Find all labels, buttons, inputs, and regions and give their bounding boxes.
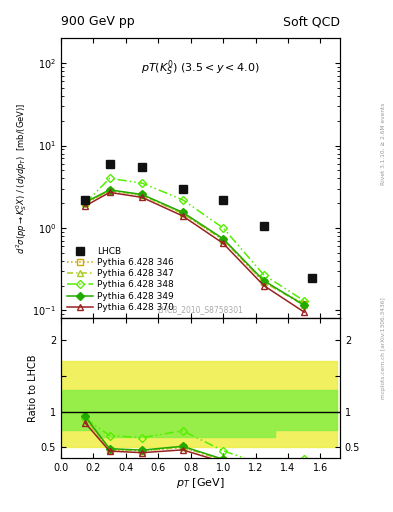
Y-axis label: Ratio to LHCB: Ratio to LHCB <box>28 354 38 422</box>
Pythia 6.428 370 <box>180 213 185 219</box>
Pythia 6.428 346 <box>221 237 226 243</box>
LHCB <box>180 185 185 191</box>
Pythia 6.428 346 <box>261 279 266 285</box>
Pythia 6.428 370 <box>221 240 226 246</box>
Text: $pT(K^0_S)\ (3.5 < y < 4.0)$: $pT(K^0_S)\ (3.5 < y < 4.0)$ <box>141 58 260 78</box>
Pythia 6.428 348 <box>180 197 185 203</box>
Pythia 6.428 349 <box>180 209 185 216</box>
Pythia 6.428 346 <box>107 188 112 194</box>
Text: Rivet 3.1.10, ≥ 2.6M events: Rivet 3.1.10, ≥ 2.6M events <box>381 102 386 184</box>
Pythia 6.428 349 <box>140 191 144 198</box>
Pythia 6.428 346 <box>302 301 307 307</box>
Line: Pythia 6.428 349: Pythia 6.428 349 <box>82 187 307 308</box>
Pythia 6.428 370 <box>83 203 88 209</box>
X-axis label: $p_T$ [GeV]: $p_T$ [GeV] <box>176 476 225 490</box>
Line: Pythia 6.428 348: Pythia 6.428 348 <box>82 175 307 304</box>
LHCB <box>310 274 315 281</box>
LHCB <box>221 197 226 203</box>
Pythia 6.428 348 <box>83 200 88 206</box>
Pythia 6.428 370 <box>140 194 144 200</box>
LHCB <box>83 197 88 203</box>
Text: 900 GeV pp: 900 GeV pp <box>61 15 134 28</box>
Pythia 6.428 348 <box>302 298 307 304</box>
Pythia 6.428 349 <box>221 236 226 242</box>
Pythia 6.428 349 <box>107 187 112 193</box>
Y-axis label: $d^2\sigma(pp{\rightarrow}K^0_S X)$ / $(dydp_T)$  [mb/(GeV)]: $d^2\sigma(pp{\rightarrow}K^0_S X)$ / $(… <box>15 102 29 254</box>
Line: Pythia 6.428 346: Pythia 6.428 346 <box>82 188 307 307</box>
Pythia 6.428 370 <box>261 283 266 289</box>
Line: Pythia 6.428 370: Pythia 6.428 370 <box>82 189 307 315</box>
Pythia 6.428 370 <box>302 309 307 315</box>
Pythia 6.428 348 <box>107 175 112 181</box>
Line: LHCB: LHCB <box>81 160 316 282</box>
Pythia 6.428 348 <box>221 225 226 231</box>
Pythia 6.428 347 <box>180 210 185 217</box>
Pythia 6.428 347 <box>261 279 266 285</box>
Pythia 6.428 370 <box>107 189 112 196</box>
Pythia 6.428 347 <box>140 192 144 198</box>
Pythia 6.428 347 <box>107 187 112 194</box>
Text: mcplots.cern.ch [arXiv:1306.3436]: mcplots.cern.ch [arXiv:1306.3436] <box>381 297 386 399</box>
Pythia 6.428 346 <box>83 200 88 206</box>
LHCB <box>107 161 112 167</box>
Legend: LHCB, Pythia 6.428 346, Pythia 6.428 347, Pythia 6.428 348, Pythia 6.428 349, Py: LHCB, Pythia 6.428 346, Pythia 6.428 347… <box>65 245 176 314</box>
Text: Soft QCD: Soft QCD <box>283 15 340 28</box>
LHCB <box>261 223 266 229</box>
Pythia 6.428 349 <box>261 278 266 284</box>
Pythia 6.428 348 <box>140 180 144 186</box>
Pythia 6.428 349 <box>83 199 88 205</box>
LHCB <box>140 164 144 170</box>
Pythia 6.428 347 <box>302 302 307 308</box>
Pythia 6.428 349 <box>302 302 307 308</box>
Text: LHCB_2010_S8758301: LHCB_2010_S8758301 <box>158 305 243 314</box>
Pythia 6.428 347 <box>83 200 88 206</box>
Line: Pythia 6.428 347: Pythia 6.428 347 <box>82 187 307 308</box>
Pythia 6.428 348 <box>261 272 266 278</box>
Pythia 6.428 347 <box>221 237 226 243</box>
Pythia 6.428 346 <box>140 192 144 198</box>
Pythia 6.428 346 <box>180 210 185 217</box>
